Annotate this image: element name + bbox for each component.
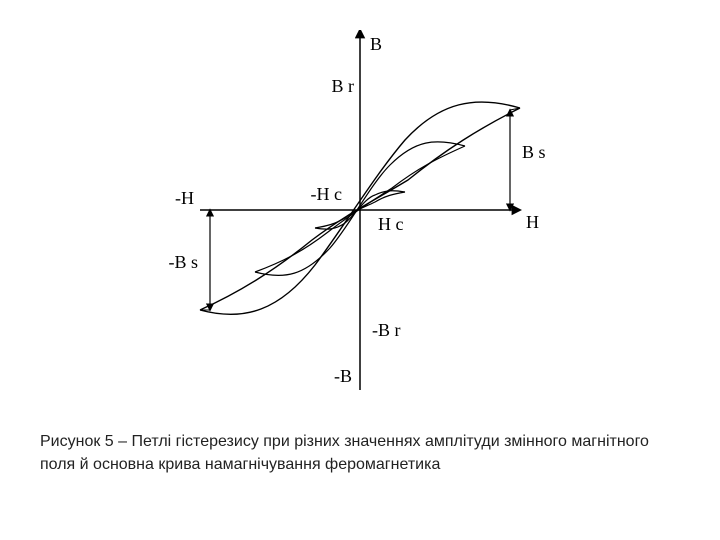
label-minus-b: -B [334, 366, 352, 386]
label-minus-br: -B r [372, 320, 401, 340]
label-minus-h: -H [175, 188, 194, 208]
label-br: B r [332, 76, 355, 96]
hysteresis-diagram: B -B H -H B r -B r H c -H c B s -B s [160, 30, 560, 395]
label-minus-hc: -H c [311, 184, 342, 204]
label-b: B [370, 34, 382, 54]
label-bs: B s [522, 142, 546, 162]
label-h: H [526, 212, 539, 232]
label-minus-bs: -B s [168, 252, 198, 272]
figure-caption: Рисунок 5 – Петлі гістерезису при різних… [40, 430, 680, 476]
label-hc: H c [378, 214, 404, 234]
